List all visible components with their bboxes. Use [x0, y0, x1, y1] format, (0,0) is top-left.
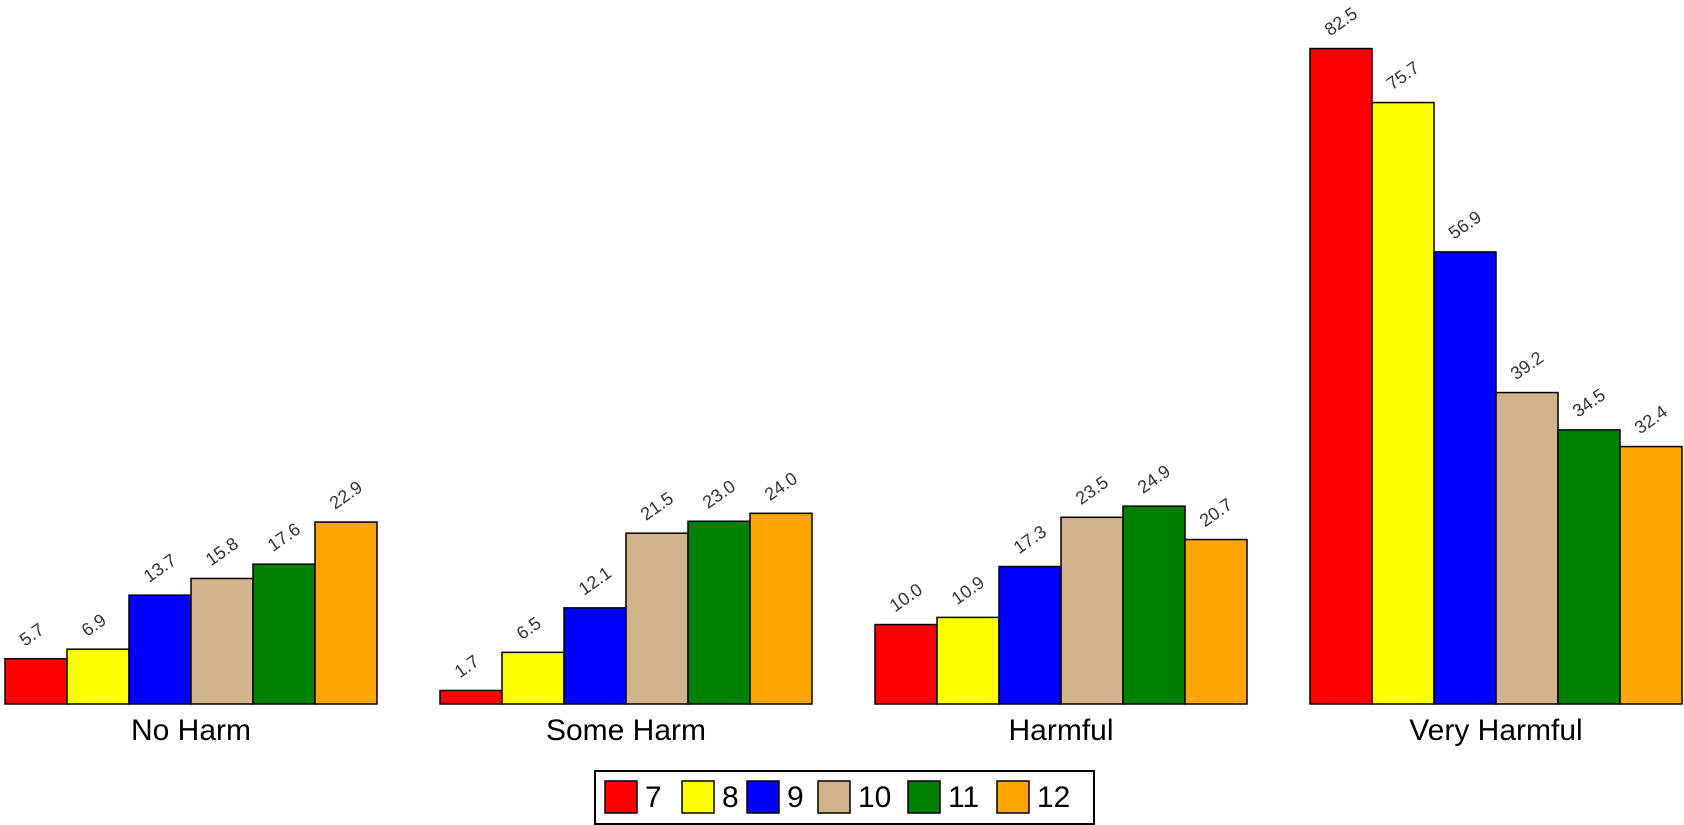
value-label: 75.7 — [1383, 57, 1423, 93]
value-label: 22.9 — [326, 477, 366, 513]
legend: 7 8 9 10 11 12 — [594, 770, 1095, 825]
bar-very-harmful-grade-12 — [1619, 445, 1683, 705]
bar-no-harm-grade-11 — [252, 563, 316, 705]
bars-layer — [4, 47, 1683, 705]
bar-no-harm-grade-8 — [66, 648, 130, 705]
value-label: 82.5 — [1321, 3, 1361, 39]
bar-no-harm-grade-10 — [190, 577, 254, 705]
legend-label-8: 8 — [722, 781, 739, 814]
value-label: 23.5 — [1072, 472, 1112, 508]
value-label: 21.5 — [637, 488, 677, 524]
bar-some-harm-grade-11 — [687, 520, 751, 705]
value-label: 32.4 — [1631, 401, 1671, 437]
category-label: Harmful — [1008, 714, 1113, 747]
value-label: 17.6 — [264, 519, 304, 555]
legend-label-9: 9 — [787, 781, 804, 814]
category-label: Some Harm — [546, 714, 706, 747]
legend-swatch-8 — [681, 780, 715, 814]
legend-swatch-9 — [746, 780, 780, 814]
value-label: 13.7 — [140, 550, 180, 586]
value-label: 39.2 — [1507, 347, 1547, 383]
value-label: 5.7 — [16, 619, 48, 650]
bar-harmful-grade-12 — [1184, 538, 1248, 705]
bar-harmful-grade-11 — [1122, 505, 1186, 705]
bar-some-harm-grade-9 — [563, 607, 627, 705]
value-label: 1.7 — [451, 651, 483, 682]
value-label: 24.0 — [761, 468, 801, 504]
bar-harmful-grade-7 — [874, 623, 938, 705]
bar-very-harmful-grade-7 — [1309, 47, 1373, 705]
bar-no-harm-grade-7 — [4, 657, 68, 705]
value-label: 56.9 — [1445, 207, 1485, 243]
legend-swatch-7 — [604, 780, 638, 814]
bar-harmful-grade-9 — [998, 565, 1062, 705]
bar-very-harmful-grade-9 — [1433, 251, 1497, 705]
bar-no-harm-grade-12 — [314, 521, 378, 705]
bar-some-harm-grade-10 — [625, 532, 689, 705]
bar-no-harm-grade-9 — [128, 594, 192, 705]
bar-harmful-grade-10 — [1060, 516, 1124, 705]
value-label: 12.1 — [575, 563, 615, 599]
bar-very-harmful-grade-10 — [1495, 391, 1559, 705]
value-label: 15.8 — [202, 533, 242, 569]
value-label: 17.3 — [1010, 521, 1050, 557]
legend-label-7: 7 — [645, 781, 662, 814]
value-label: 10.0 — [886, 579, 926, 615]
value-label: 34.5 — [1569, 385, 1609, 421]
category-labels-layer: No Harm Some Harm Harmful Very Harmful — [131, 714, 1583, 747]
value-label: 6.9 — [78, 610, 110, 641]
legend-swatch-12 — [996, 780, 1030, 814]
value-label: 6.5 — [513, 613, 545, 644]
legend-label-12: 12 — [1037, 781, 1070, 814]
bar-some-harm-grade-12 — [749, 512, 813, 705]
value-label: 24.9 — [1134, 461, 1174, 497]
legend-swatch-11 — [907, 780, 941, 814]
value-label: 20.7 — [1196, 494, 1236, 530]
legend-label-10: 10 — [858, 781, 891, 814]
bar-harmful-grade-8 — [936, 616, 1000, 705]
bar-some-harm-grade-8 — [501, 651, 565, 705]
value-label: 23.0 — [699, 476, 739, 512]
category-label: Very Harmful — [1409, 714, 1582, 747]
value-label: 10.9 — [948, 572, 988, 608]
bar-some-harm-grade-7 — [439, 689, 503, 705]
bar-very-harmful-grade-8 — [1371, 101, 1435, 705]
bar-very-harmful-grade-11 — [1557, 429, 1621, 705]
category-label: No Harm — [131, 714, 251, 747]
legend-swatch-10 — [817, 780, 851, 814]
legend-label-11: 11 — [948, 781, 979, 814]
